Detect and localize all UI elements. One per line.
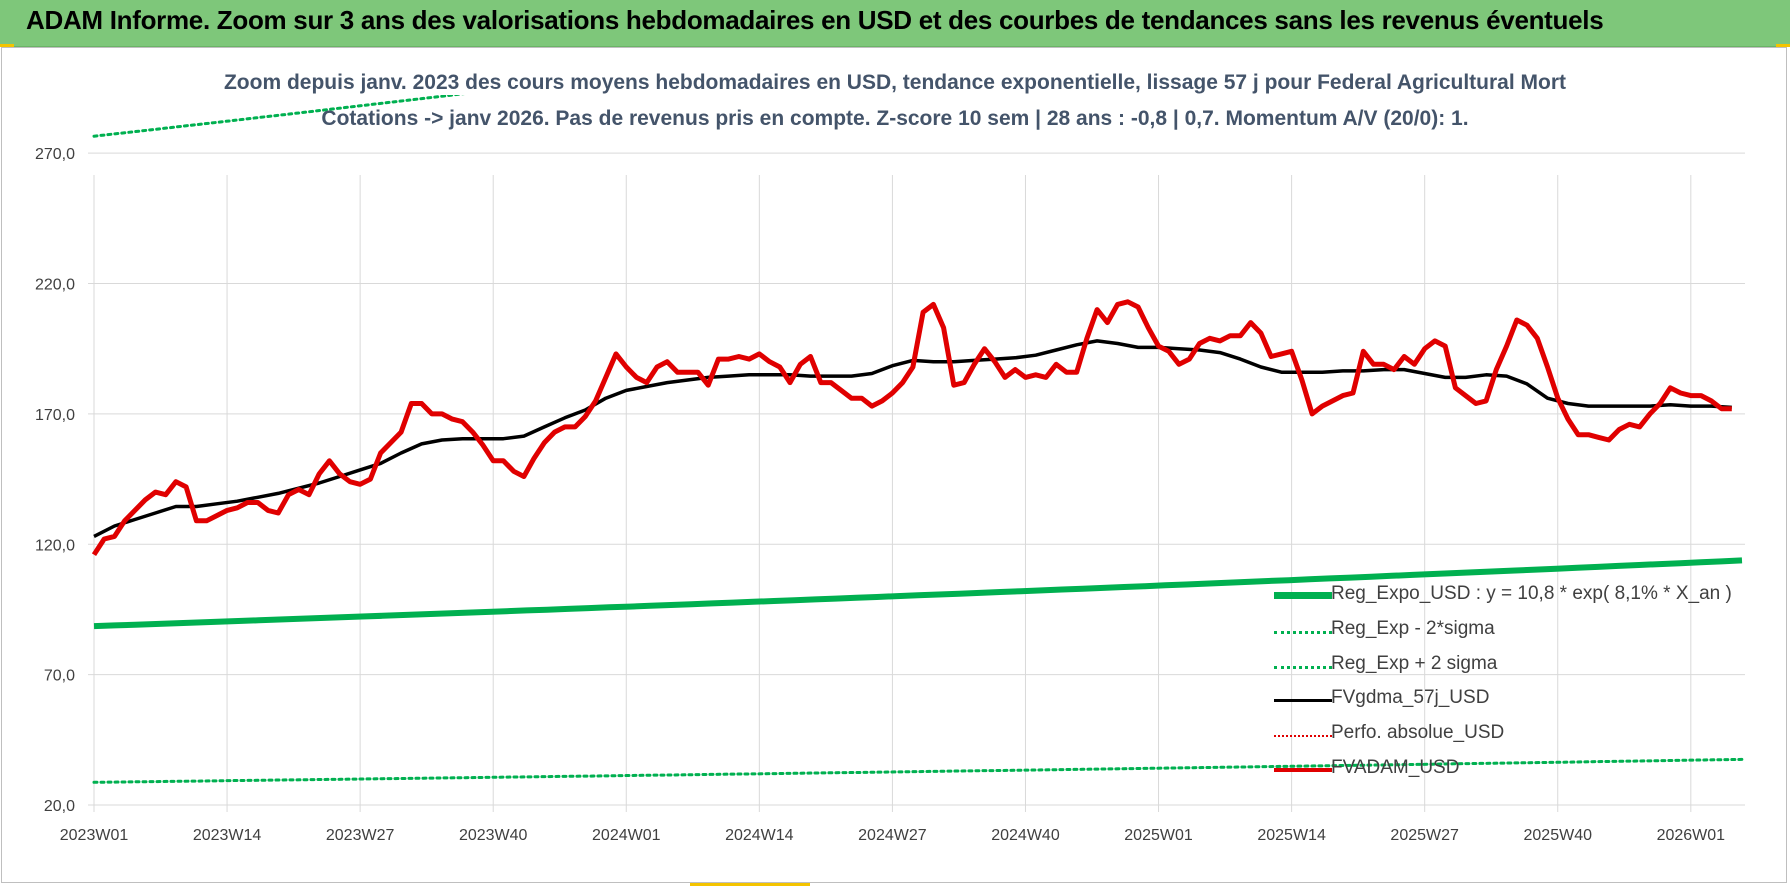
header-bar: ADAM Informe. Zoom sur 3 ans des valoris…: [0, 0, 1790, 47]
x-axis-ticks: 2023W01 2023W14 2023W27 2023W40 2024W01 2024W…: [60, 827, 1725, 844]
y-tick-label: 120,0: [35, 537, 75, 554]
grid-lines: [88, 152, 1745, 812]
legend-item-reg-exp-plus: Reg_Exp + 2 sigma: [1266, 650, 1746, 685]
legend-swatch-solid-thick-green: [1274, 592, 1332, 599]
x-tick-label: 2024W14: [725, 827, 794, 844]
legend-label: FVADAM_USD: [1331, 756, 1460, 778]
legend-swatch-solid-red: [1274, 767, 1332, 772]
y-tick-label: 70,0: [44, 668, 75, 685]
chart-subtitle-line-2: Cotations -> janv 2026. Pas de revenus p…: [321, 107, 1469, 130]
legend-swatch-dotted-red: [1274, 735, 1332, 738]
x-tick-label: 2025W40: [1524, 827, 1593, 844]
x-tick-label: 2025W01: [1124, 827, 1193, 844]
legend-swatch-dotted-green: [1274, 665, 1332, 669]
x-tick-label: 2025W14: [1257, 827, 1326, 844]
x-tick-label: 2023W27: [326, 827, 395, 844]
legend-label: Reg_Exp + 2 sigma: [1331, 652, 1498, 674]
legend-swatch-dotted-green: [1274, 630, 1332, 634]
x-tick-label: 2025W27: [1390, 827, 1459, 844]
x-tick-label: 2024W27: [858, 827, 927, 844]
x-tick-label: 2024W40: [991, 827, 1060, 844]
x-tick-label: 2024W01: [592, 827, 661, 844]
legend-item-perfo: Perfo. absolue_USD: [1266, 719, 1746, 754]
legend-label: Reg_Expo_USD : y = 10,8 * exp( 8,1% * X_…: [1331, 583, 1732, 604]
x-tick-label: 2023W14: [193, 827, 262, 844]
legend-swatch-solid-black: [1274, 699, 1332, 703]
x-tick-label: 2023W40: [459, 827, 528, 844]
page-title: ADAM Informe. Zoom sur 3 ans des valoris…: [26, 5, 1604, 35]
legend-item-fvgdma: FVgdma_57j_USD: [1266, 684, 1746, 719]
y-tick-label: 270,0: [35, 146, 75, 163]
chart-legend: Reg_Expo_USD : y = 10,8 * exp( 8,1% * X_…: [1266, 580, 1746, 789]
series-reg-exp-plus-2sigma-line: [92, 95, 465, 138]
y-tick-label: 20,0: [44, 798, 75, 815]
legend-label: Perfo. absolue_USD: [1331, 722, 1505, 744]
corner-marker-bottom: [690, 883, 810, 886]
x-tick-label: 2026W01: [1657, 827, 1726, 844]
series-reg-exp-minus-2sigma-line: [92, 757, 1744, 784]
chart-frame: [1, 47, 1787, 883]
y-tick-label: 220,0: [35, 277, 75, 294]
legend-item-reg-exp-minus: Reg_Exp - 2*sigma: [1266, 615, 1746, 650]
series-fvadam-line: [91, 299, 1732, 557]
series-reg-expo-line: [93, 557, 1743, 630]
legend-item-reg-expo: Reg_Expo_USD : y = 10,8 * exp( 8,1% * X_…: [1266, 580, 1746, 615]
chart-subtitle-line-1: Zoom depuis janv. 2023 des cours moyens …: [223, 71, 1567, 94]
legend-label: FVgdma_57j_USD: [1331, 687, 1490, 709]
corner-marker-left: [0, 44, 14, 47]
x-tick-label: 2023W01: [60, 827, 129, 844]
legend-label: Reg_Exp - 2*sigma: [1331, 617, 1495, 639]
y-axis-ticks: 20,0 70,0 120,0 170,0 220,0 270,0: [35, 146, 75, 815]
series-layer: [91, 95, 1744, 784]
legend-item-fvadam: FVADAM_USD: [1266, 754, 1746, 789]
y-tick-label: 170,0: [35, 407, 75, 424]
corner-marker-right: [1776, 44, 1790, 47]
